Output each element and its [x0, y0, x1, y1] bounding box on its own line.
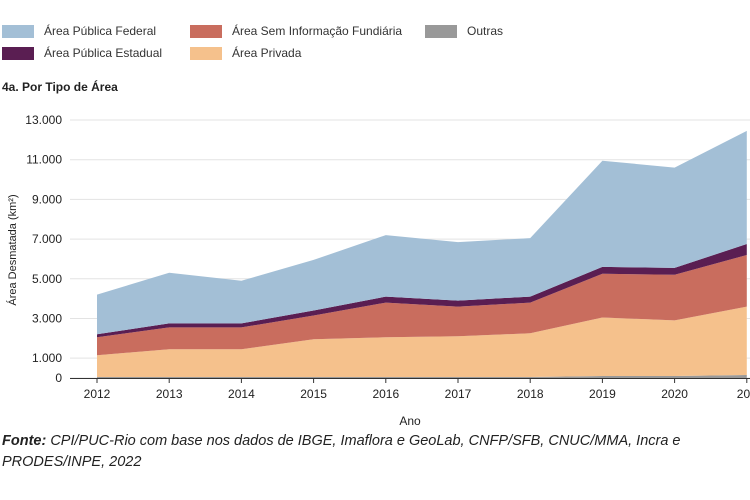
chart-legend: Área Pública Federal Área Sem Informação…	[0, 0, 750, 70]
x-tick-label: 2017	[445, 387, 472, 401]
y-tick-label: 0	[55, 371, 62, 385]
source-label: Fonte:	[2, 433, 47, 449]
legend-label-sem-informacao: Área Sem Informação Fundiária	[232, 24, 403, 38]
legend-item-outras: Outras	[425, 24, 503, 38]
area-series-outras	[97, 375, 747, 378]
y-tick-label: 1.000	[32, 351, 62, 365]
legend-swatch-sem-informacao	[190, 24, 222, 38]
legend-item-estadual: Área Pública Estadual	[2, 46, 162, 60]
legend-swatch-estadual	[2, 46, 34, 60]
area-series-area-sem-informacao-fundiaria	[97, 255, 747, 356]
y-tick-label: 3.000	[32, 311, 62, 325]
stacked-area-chart: 0 1.000 3.000 5.000 7.000 9.000 11.000 13.000 20…	[6, 113, 750, 428]
x-axis-title: Ano	[399, 414, 421, 428]
legend-label-privada: Área Privada	[232, 46, 302, 60]
x-tick-label: 2016	[372, 387, 399, 401]
y-tick-label: 5.000	[32, 272, 62, 286]
legend-swatch-federal	[2, 24, 34, 38]
legend-swatch-privada	[190, 46, 222, 60]
legend-label-estadual: Área Pública Estadual	[44, 46, 163, 60]
source-note: Fonte: CPI/PUC-Rio com base nos dados de…	[2, 431, 742, 473]
y-axis-title: Área Desmatada (km²)	[6, 194, 19, 305]
x-tick-label: 2012	[84, 387, 111, 401]
area-series-area-privada	[97, 306, 747, 377]
y-tick-label: 7.000	[32, 232, 62, 246]
legend-item-federal: Área Pública Federal	[2, 24, 156, 38]
x-tick-label: 2018	[517, 387, 544, 401]
y-tick-label: 9.000	[32, 192, 62, 206]
legend-item-privada: Área Privada	[190, 46, 301, 60]
legend-swatch-outras	[425, 24, 457, 38]
x-tick-label: 2015	[300, 387, 327, 401]
area-series-area-publica-estadual	[97, 244, 747, 338]
x-tick-label: 2020	[661, 387, 688, 401]
legend-label-federal: Área Pública Federal	[44, 24, 157, 38]
x-tick-label: 2019	[589, 387, 616, 401]
x-tick-label: 2013	[156, 387, 183, 401]
legend-label-outras: Outras	[467, 24, 504, 38]
x-tick-label: 202	[737, 387, 750, 401]
chart-subtitle: 4a. Por Tipo de Área	[2, 80, 118, 94]
area-series-area-publica-federal	[97, 130, 747, 335]
legend-item-sem-informacao: Área Sem Informação Fundiária	[190, 24, 402, 38]
y-tick-label: 13.000	[25, 113, 62, 127]
x-tick-label: 2014	[228, 387, 255, 401]
y-tick-label: 11.000	[26, 153, 62, 167]
source-text: CPI/PUC-Rio com base nos dados de IBGE, …	[2, 433, 681, 470]
